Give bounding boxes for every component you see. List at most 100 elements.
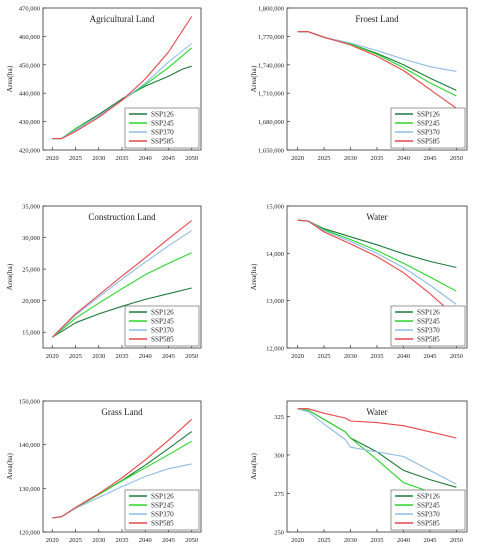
legend-label: SSP245 [151, 502, 174, 510]
legend-label: SSP126 [417, 309, 440, 317]
legend-label: SSP370 [151, 129, 174, 137]
series-line-ssp126 [52, 287, 192, 338]
y-tick-label: 14,000 [266, 251, 284, 258]
series-line-ssp245 [297, 219, 457, 292]
series-line-ssp370 [297, 408, 457, 485]
x-tick-label: 2040 [397, 537, 410, 544]
x-tick-label: 2035 [116, 155, 129, 162]
x-tick-label: 2050 [185, 353, 198, 360]
x-tick-label: 2040 [139, 537, 152, 544]
y-tick-label: 450,000 [19, 62, 40, 69]
y-tick-label: 12,000 [266, 346, 284, 353]
x-tick-label: 2035 [116, 353, 129, 360]
series-line-ssp585 [51, 220, 193, 338]
x-tick-label: 2035 [371, 155, 384, 162]
x-tick-label: 2025 [69, 353, 82, 360]
series-line-ssp245 [297, 31, 457, 97]
x-tick-label: 2045 [423, 155, 436, 162]
y-tick-label: 1,680,000 [258, 119, 284, 126]
legend-label: SSP245 [151, 120, 174, 128]
y-tick-label: 30,000 [22, 235, 40, 242]
x-tick-label: 2040 [139, 353, 152, 360]
y-tick-label: 275 [274, 491, 284, 498]
chart-panel-1: Agricultural Land Area(ha) 2020 2025 2030 203… [5, 6, 202, 162]
y-tick-label: 1,650,000 [258, 148, 284, 155]
legend-label: SSP585 [417, 336, 440, 344]
series-line-ssp585 [297, 408, 457, 439]
x-tick-label: 2025 [69, 537, 82, 544]
legend-label: SSP370 [417, 129, 440, 137]
x-tick-label: 2020 [46, 353, 59, 360]
x-tick-label: 2030 [92, 353, 105, 360]
chart-panel-6: Water Area(ha) 2020 2025 2030 2035 2040 2045 205… [249, 400, 468, 544]
legend-label: SSP585 [151, 336, 174, 344]
series-line-ssp126 [297, 219, 457, 269]
x-tick-label: 2025 [318, 155, 331, 162]
chart-panel-2: Froest Land Area(ha) 2020 2025 2030 2035 2040 2… [249, 6, 468, 162]
legend-label: SSP126 [151, 493, 174, 501]
y-tick-label: 430,000 [19, 119, 40, 126]
series-line-ssp245 [297, 408, 457, 502]
y-tick-label: 140,000 [19, 442, 40, 449]
y-tick-label: 20,000 [22, 298, 40, 305]
chart-panel-5: Grass Land Area(ha) 2020 2025 2030 2035 2040 20… [5, 399, 202, 544]
x-tick-label: 2050 [185, 537, 198, 544]
legend-label: SSP370 [417, 511, 440, 519]
y-tick-label: 15,000 [22, 330, 40, 337]
x-tick-label: 2045 [162, 353, 175, 360]
legend-label: SSP126 [151, 309, 174, 317]
legend-label: SSP245 [417, 502, 440, 510]
series-line-ssp585 [297, 219, 457, 318]
x-tick-label: 2050 [450, 353, 463, 360]
x-tick-label: 2050 [450, 155, 463, 162]
y-tick-label: 150,000 [19, 399, 40, 406]
y-tick-label: 120,000 [19, 530, 40, 537]
x-tick-label: 2045 [162, 537, 175, 544]
chart-panel-4: Water Area(ha) 2020 2025 2030 2035 2040 2045 205… [249, 204, 468, 360]
y-tick-label: 460,000 [19, 34, 40, 41]
y-tick-label: 1,770,000 [258, 34, 284, 41]
x-tick-label: 2020 [46, 155, 59, 162]
y-tick-label: 250 [274, 530, 284, 537]
chart-panel-3: Construction Land Area(ha) 2020 2025 2030 203… [5, 204, 202, 360]
legend-label: SSP245 [417, 318, 440, 326]
legend-label: SSP126 [417, 493, 440, 501]
y-tick-label: 325 [274, 414, 284, 421]
chart-title: Construction Land [88, 212, 156, 222]
legend-label: SSP370 [151, 327, 174, 335]
x-tick-label: 2030 [344, 537, 357, 544]
x-tick-label: 2020 [46, 537, 59, 544]
y-tick-label: 25,000 [22, 267, 40, 274]
x-tick-label: 2020 [291, 155, 304, 162]
legend-label: SSP126 [151, 111, 174, 119]
x-tick-label: 2050 [450, 537, 463, 544]
x-tick-label: 2050 [185, 155, 198, 162]
y-tick-label: 1,740,000 [258, 62, 284, 69]
x-tick-label: 2025 [69, 155, 82, 162]
y-axis-label: Area(ha) [5, 65, 14, 92]
x-tick-label: 2040 [397, 353, 410, 360]
y-tick-label: 300 [274, 452, 284, 459]
series-line-ssp585 [52, 16, 193, 140]
legend-label: SSP126 [417, 111, 440, 119]
series-line-ssp585 [52, 418, 193, 519]
series-line-ssp126 [297, 31, 457, 91]
series-line-ssp585 [297, 31, 457, 109]
x-tick-label: 2030 [92, 155, 105, 162]
legend-label: SSP585 [151, 520, 174, 528]
y-tick-label: 1,710,000 [258, 91, 284, 98]
y-tick-label: 470,000 [19, 6, 40, 13]
y-tick-label: 13,000 [266, 298, 284, 305]
x-tick-label: 2035 [371, 537, 384, 544]
chart-title: Grass Land [101, 407, 143, 417]
y-axis-label: Area(ha) [5, 453, 14, 480]
y-tick-label: 420,000 [19, 148, 40, 155]
x-tick-label: 2030 [344, 353, 357, 360]
x-tick-label: 2040 [397, 155, 410, 162]
x-tick-label: 2020 [291, 537, 304, 544]
